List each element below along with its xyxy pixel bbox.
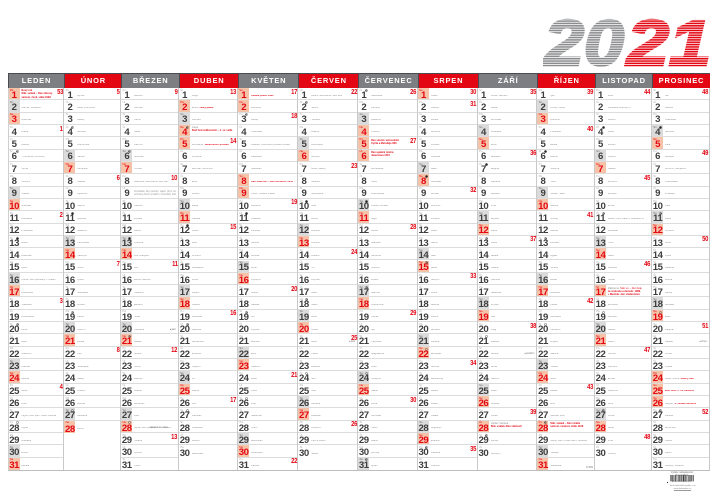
svg-text:20: 20 (543, 18, 624, 68)
svg-text:21: 21 (626, 18, 711, 68)
